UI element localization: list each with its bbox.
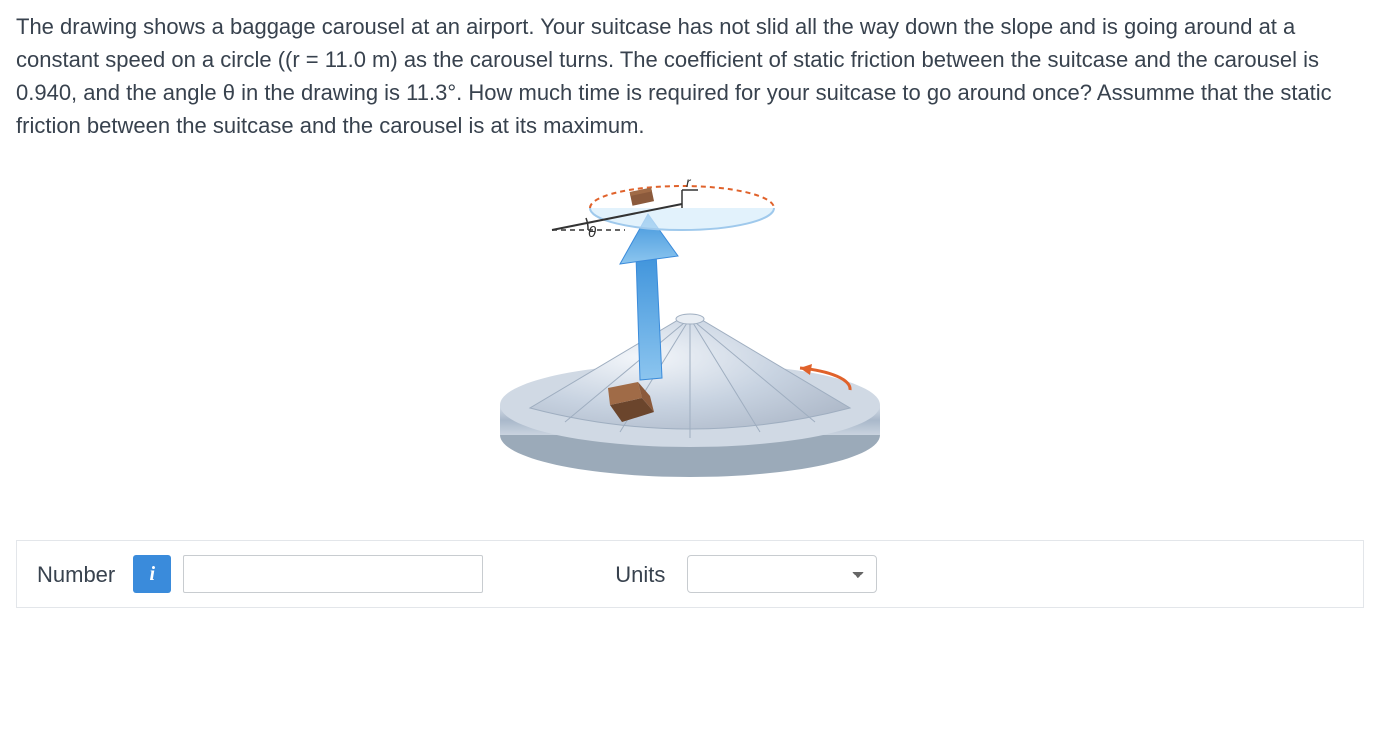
r-label: r <box>686 174 692 190</box>
cone-cap <box>676 314 704 324</box>
info-icon: i <box>149 563 155 586</box>
units-select[interactable]: smm/srad/s <box>687 555 877 593</box>
number-input[interactable] <box>183 555 483 593</box>
figure-container: r θ <box>16 160 1364 490</box>
question-body: The drawing shows a baggage carousel at … <box>16 14 1332 138</box>
question-text: The drawing shows a baggage carousel at … <box>16 10 1364 142</box>
angle-diagram: r θ <box>552 174 774 241</box>
answer-row: Number i Units smm/srad/s <box>16 540 1364 608</box>
carousel-figure: r θ <box>470 160 910 490</box>
number-label: Number <box>37 558 115 591</box>
units-label: Units <box>615 558 665 591</box>
carousel-svg: r θ <box>470 160 910 490</box>
theta-label: θ <box>588 224 596 241</box>
info-button[interactable]: i <box>133 555 171 593</box>
